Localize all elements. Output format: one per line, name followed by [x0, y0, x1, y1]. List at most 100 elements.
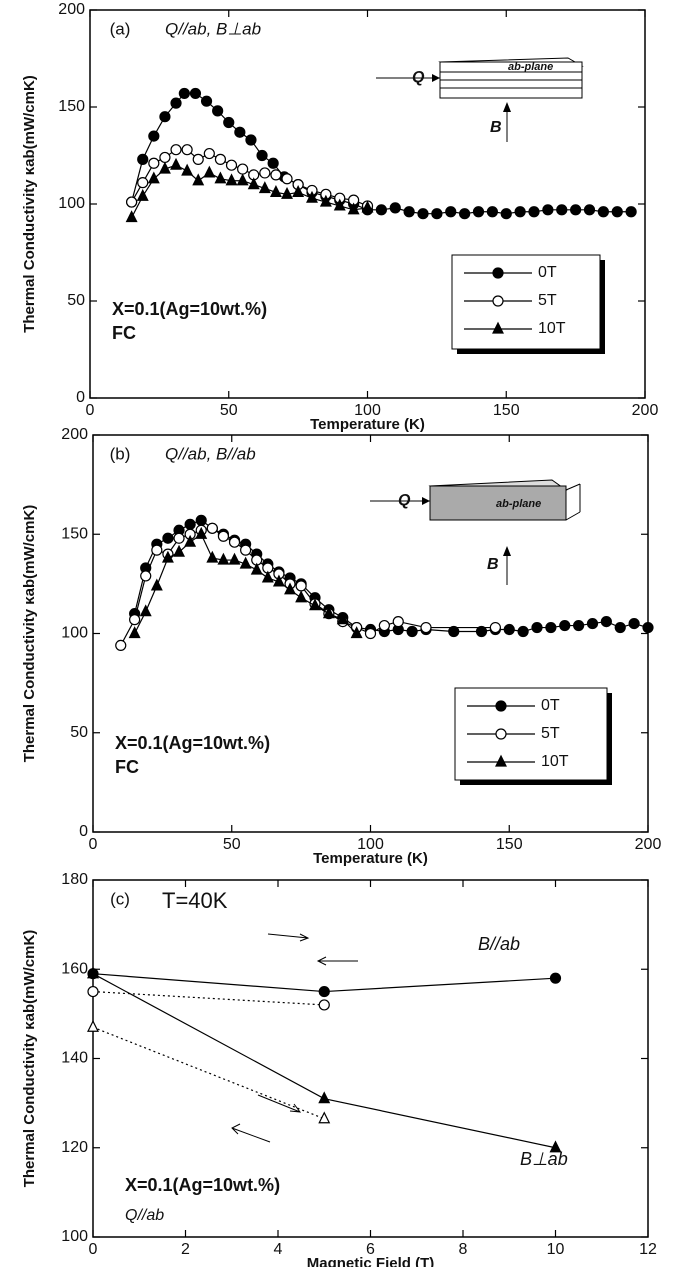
data-point [217, 530, 230, 542]
data-point [150, 578, 163, 591]
y-tick-label: 100 [61, 625, 88, 642]
data-point [234, 126, 246, 138]
data-point [225, 159, 238, 171]
data-point [148, 157, 160, 169]
data-point [583, 204, 596, 216]
data-point [269, 185, 282, 197]
data-point [87, 966, 99, 979]
data-point [173, 544, 185, 557]
x-tick-label: 50 [220, 402, 238, 419]
data-point [586, 617, 599, 630]
data-point [431, 208, 443, 220]
x-tick-label: 50 [223, 836, 241, 853]
data-point [486, 206, 498, 218]
y-tick-label: 160 [61, 960, 88, 977]
data-point [336, 612, 349, 625]
y-tick-label: 180 [61, 871, 88, 888]
data-point [542, 204, 554, 216]
arrows-c [231, 933, 358, 1143]
y-tick-label: 200 [61, 426, 88, 443]
panel: 0 50 100 150 200 0 50 100 150 200 Temperature (K) T… [21, 426, 661, 867]
y-tick-label: 120 [61, 1139, 88, 1156]
x-axis-label: Magnetic Field (T) [307, 1255, 435, 1267]
data-point [333, 198, 346, 211]
data-point [137, 177, 149, 189]
data-point [245, 134, 257, 146]
data-point [139, 604, 152, 617]
y-tick-label: 100 [58, 195, 85, 212]
data-point [189, 87, 202, 100]
inset-label: Q [398, 492, 411, 509]
data-point [403, 206, 415, 218]
data-point [375, 204, 387, 216]
data-point [625, 206, 637, 218]
data-point [148, 130, 160, 142]
data-point [306, 190, 318, 203]
data-point [228, 536, 241, 548]
data-point [192, 173, 205, 186]
data-point [318, 1111, 331, 1124]
series-line [120, 527, 496, 646]
data-point [236, 173, 249, 186]
annotation: X=0.1(Ag=10wt.%) [115, 733, 270, 753]
data-point [417, 208, 429, 220]
x-tick-label: 0 [89, 836, 98, 853]
panel-label: (b) [110, 444, 131, 463]
data-point [322, 606, 335, 619]
inset-label: Q [412, 69, 425, 86]
data-point [472, 206, 485, 218]
data-point [614, 621, 626, 634]
x-tick-label: 100 [357, 836, 384, 853]
data-point [628, 617, 640, 630]
x-tick-label: 10 [547, 1241, 565, 1258]
data-point [559, 619, 571, 632]
x-tick-label: 200 [632, 402, 659, 419]
legend-marker [492, 321, 504, 334]
data-point [517, 625, 529, 638]
data-point [184, 518, 196, 530]
data-point [184, 534, 197, 547]
data-point [203, 147, 215, 160]
y-tick-label: 50 [67, 292, 85, 309]
data-point [503, 623, 515, 636]
data-point [178, 87, 190, 100]
data-point [203, 165, 216, 178]
y-axis-label: Thermal Conductivity κab(mW/cmK) [21, 930, 38, 1188]
data-point [159, 151, 171, 164]
y-tick-label: 0 [76, 389, 85, 406]
legend [451, 254, 601, 350]
data-point [549, 972, 562, 984]
data-point [389, 202, 401, 214]
data-point [570, 204, 582, 216]
legend-label: 10T [538, 320, 566, 337]
data-point [250, 562, 263, 575]
x-tick-label: 12 [639, 1241, 657, 1258]
data-point [237, 163, 249, 175]
data-point [489, 621, 501, 634]
x-tick-label: 0 [86, 402, 95, 419]
x-tick-label: 150 [493, 402, 520, 419]
panel-subtitle: Q//ab, B//ab [165, 444, 256, 463]
data-point [361, 200, 374, 213]
data-point [642, 621, 654, 634]
data-point [445, 206, 457, 218]
data-point [364, 627, 377, 640]
data-point [259, 167, 271, 179]
data-point [272, 574, 285, 587]
data-point [217, 552, 230, 565]
data-point [406, 625, 418, 638]
data-point [161, 550, 174, 563]
y-tick-label: 150 [61, 525, 88, 542]
data-point [281, 173, 293, 185]
data-point [128, 626, 141, 639]
data-point [170, 97, 182, 109]
x-tick-label: 2 [181, 1241, 190, 1258]
legend-marker [492, 295, 504, 307]
data-point [295, 590, 308, 603]
panel-label: (c) [110, 889, 130, 908]
data-point [170, 144, 182, 156]
legend-label: 10T [541, 753, 569, 770]
data-point [223, 116, 235, 129]
legend-marker [495, 754, 507, 767]
